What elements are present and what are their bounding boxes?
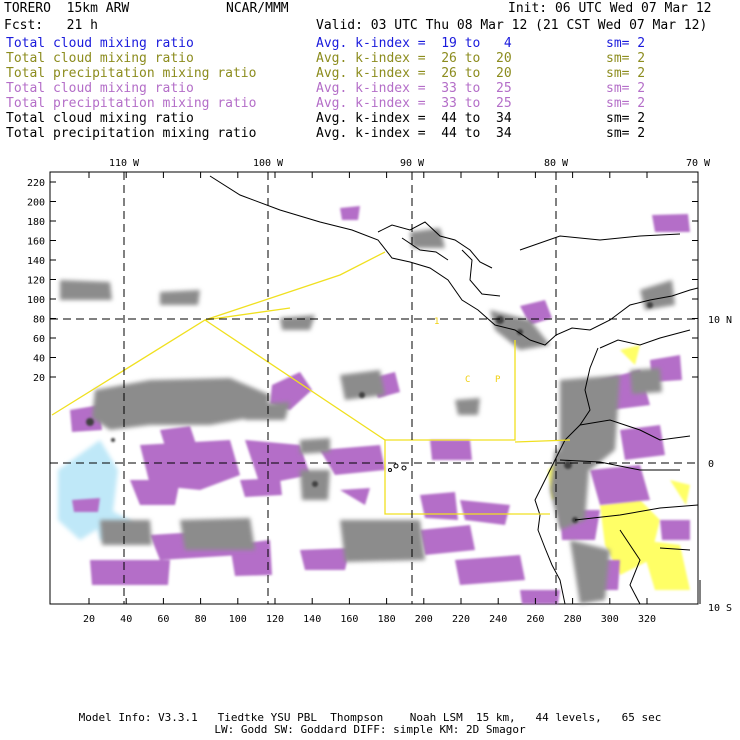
legend-smoothing: sm= 2 — [606, 96, 646, 111]
model-title: TORERO 15km ARW — [4, 1, 130, 16]
legend-field: Total cloud mixing ratio — [6, 81, 194, 96]
y-grid-label: 180 — [27, 217, 45, 228]
y-grid-label: 60 — [33, 334, 45, 345]
valid-time: Valid: 03 UTC Thu 08 Mar 12 (21 CST Wed … — [316, 18, 708, 33]
x-grid-label: 40 — [120, 614, 132, 625]
legend-index: Avg. k-index = 33 to 25 — [316, 81, 512, 96]
domain-labels: 1 C P — [434, 317, 501, 385]
legend-index: Avg. k-index = 33 to 25 — [316, 96, 512, 111]
legend-smoothing: sm= 2 — [606, 66, 646, 81]
precip-purple-shading — [70, 206, 690, 604]
x-grid-label: 240 — [489, 614, 507, 625]
legend-index: Avg. k-index = 44 to 34 — [316, 126, 512, 141]
forecast-hour: Fcst: 21 h — [4, 18, 98, 33]
longitude-label: 70 W — [686, 158, 711, 169]
x-grid-label: 180 — [378, 614, 396, 625]
longitude-label: 90 W — [400, 158, 425, 169]
strong-cloud-cores — [86, 302, 653, 523]
y-grid-label: 160 — [27, 237, 45, 248]
legend-index: Avg. k-index = 26 to 20 — [316, 66, 512, 81]
y-grid-label: 100 — [27, 295, 45, 306]
y-grid-label: 140 — [27, 256, 45, 267]
longitude-label: 110 W — [109, 158, 140, 169]
x-grid-label: 300 — [601, 614, 619, 625]
legend-smoothing: sm= 2 — [606, 81, 646, 96]
legend-smoothing: sm= 2 — [606, 126, 646, 141]
svg-text:P: P — [495, 375, 501, 385]
legend-smoothing: sm= 2 — [606, 111, 646, 126]
longitude-label: 100 W — [253, 158, 284, 169]
x-grid-label: 20 — [83, 614, 95, 625]
x-grid-label: 260 — [526, 614, 544, 625]
center-name: NCAR/MMM — [226, 1, 289, 16]
x-grid-label: 80 — [195, 614, 207, 625]
legend-field: Total cloud mixing ratio — [6, 51, 194, 66]
lat-lon-grid — [50, 172, 698, 604]
x-grid-label: 280 — [564, 614, 582, 625]
legend-smoothing: sm= 2 — [606, 51, 646, 66]
legend-field: Total cloud mixing ratio — [6, 36, 194, 51]
y-grid-label: 80 — [33, 315, 45, 326]
domain-boundaries — [51, 251, 571, 515]
legend-index: Avg. k-index = 44 to 34 — [316, 111, 512, 126]
x-grid-label: 320 — [638, 614, 656, 625]
init-time: Init: 06 UTC Wed 07 Mar 12 — [508, 1, 712, 16]
yellow-shading — [548, 345, 690, 590]
y-grid-label: 20 — [33, 373, 45, 384]
x-grid-label: 100 — [229, 614, 247, 625]
y-grid-label: 200 — [27, 198, 45, 209]
x-grid-label: 140 — [303, 614, 321, 625]
x-grid-label: 200 — [415, 614, 433, 625]
legend-smoothing: sm= 2 — [606, 36, 646, 51]
latitude-label: 10 S — [708, 603, 732, 614]
model-info-line: Model Info: V3.3.1 Tiedtke YSU PBL Thomp… — [78, 711, 662, 724]
legend-field: Total precipitation mixing ratio — [6, 96, 257, 111]
legend-field: Total cloud mixing ratio — [6, 111, 194, 126]
cloud-gray-shading — [60, 228, 675, 604]
legend-index: Avg. k-index = 19 to 4 — [316, 36, 512, 51]
x-grid-label: 160 — [340, 614, 358, 625]
svg-text:1: 1 — [434, 317, 439, 327]
coastlines — [209, 175, 701, 605]
legend-field: Total precipitation mixing ratio — [6, 66, 257, 81]
legend-field: Total precipitation mixing ratio — [6, 126, 257, 141]
x-grid-label: 120 — [266, 614, 284, 625]
y-grid-label: 40 — [33, 354, 45, 365]
x-grid-label: 220 — [452, 614, 470, 625]
svg-text:C: C — [465, 375, 470, 385]
y-grid-label: 220 — [27, 178, 45, 189]
y-grid-label: 120 — [27, 276, 45, 287]
physics-info-line: LW: Godd SW: Goddard DIFF: simple KM: 2D… — [214, 723, 526, 736]
x-grid-label: 60 — [157, 614, 169, 625]
longitude-label: 80 W — [544, 158, 569, 169]
latitude-label: 10 N — [708, 315, 732, 326]
latitude-label: 0 — [708, 459, 714, 470]
legend-index: Avg. k-index = 26 to 20 — [316, 51, 512, 66]
